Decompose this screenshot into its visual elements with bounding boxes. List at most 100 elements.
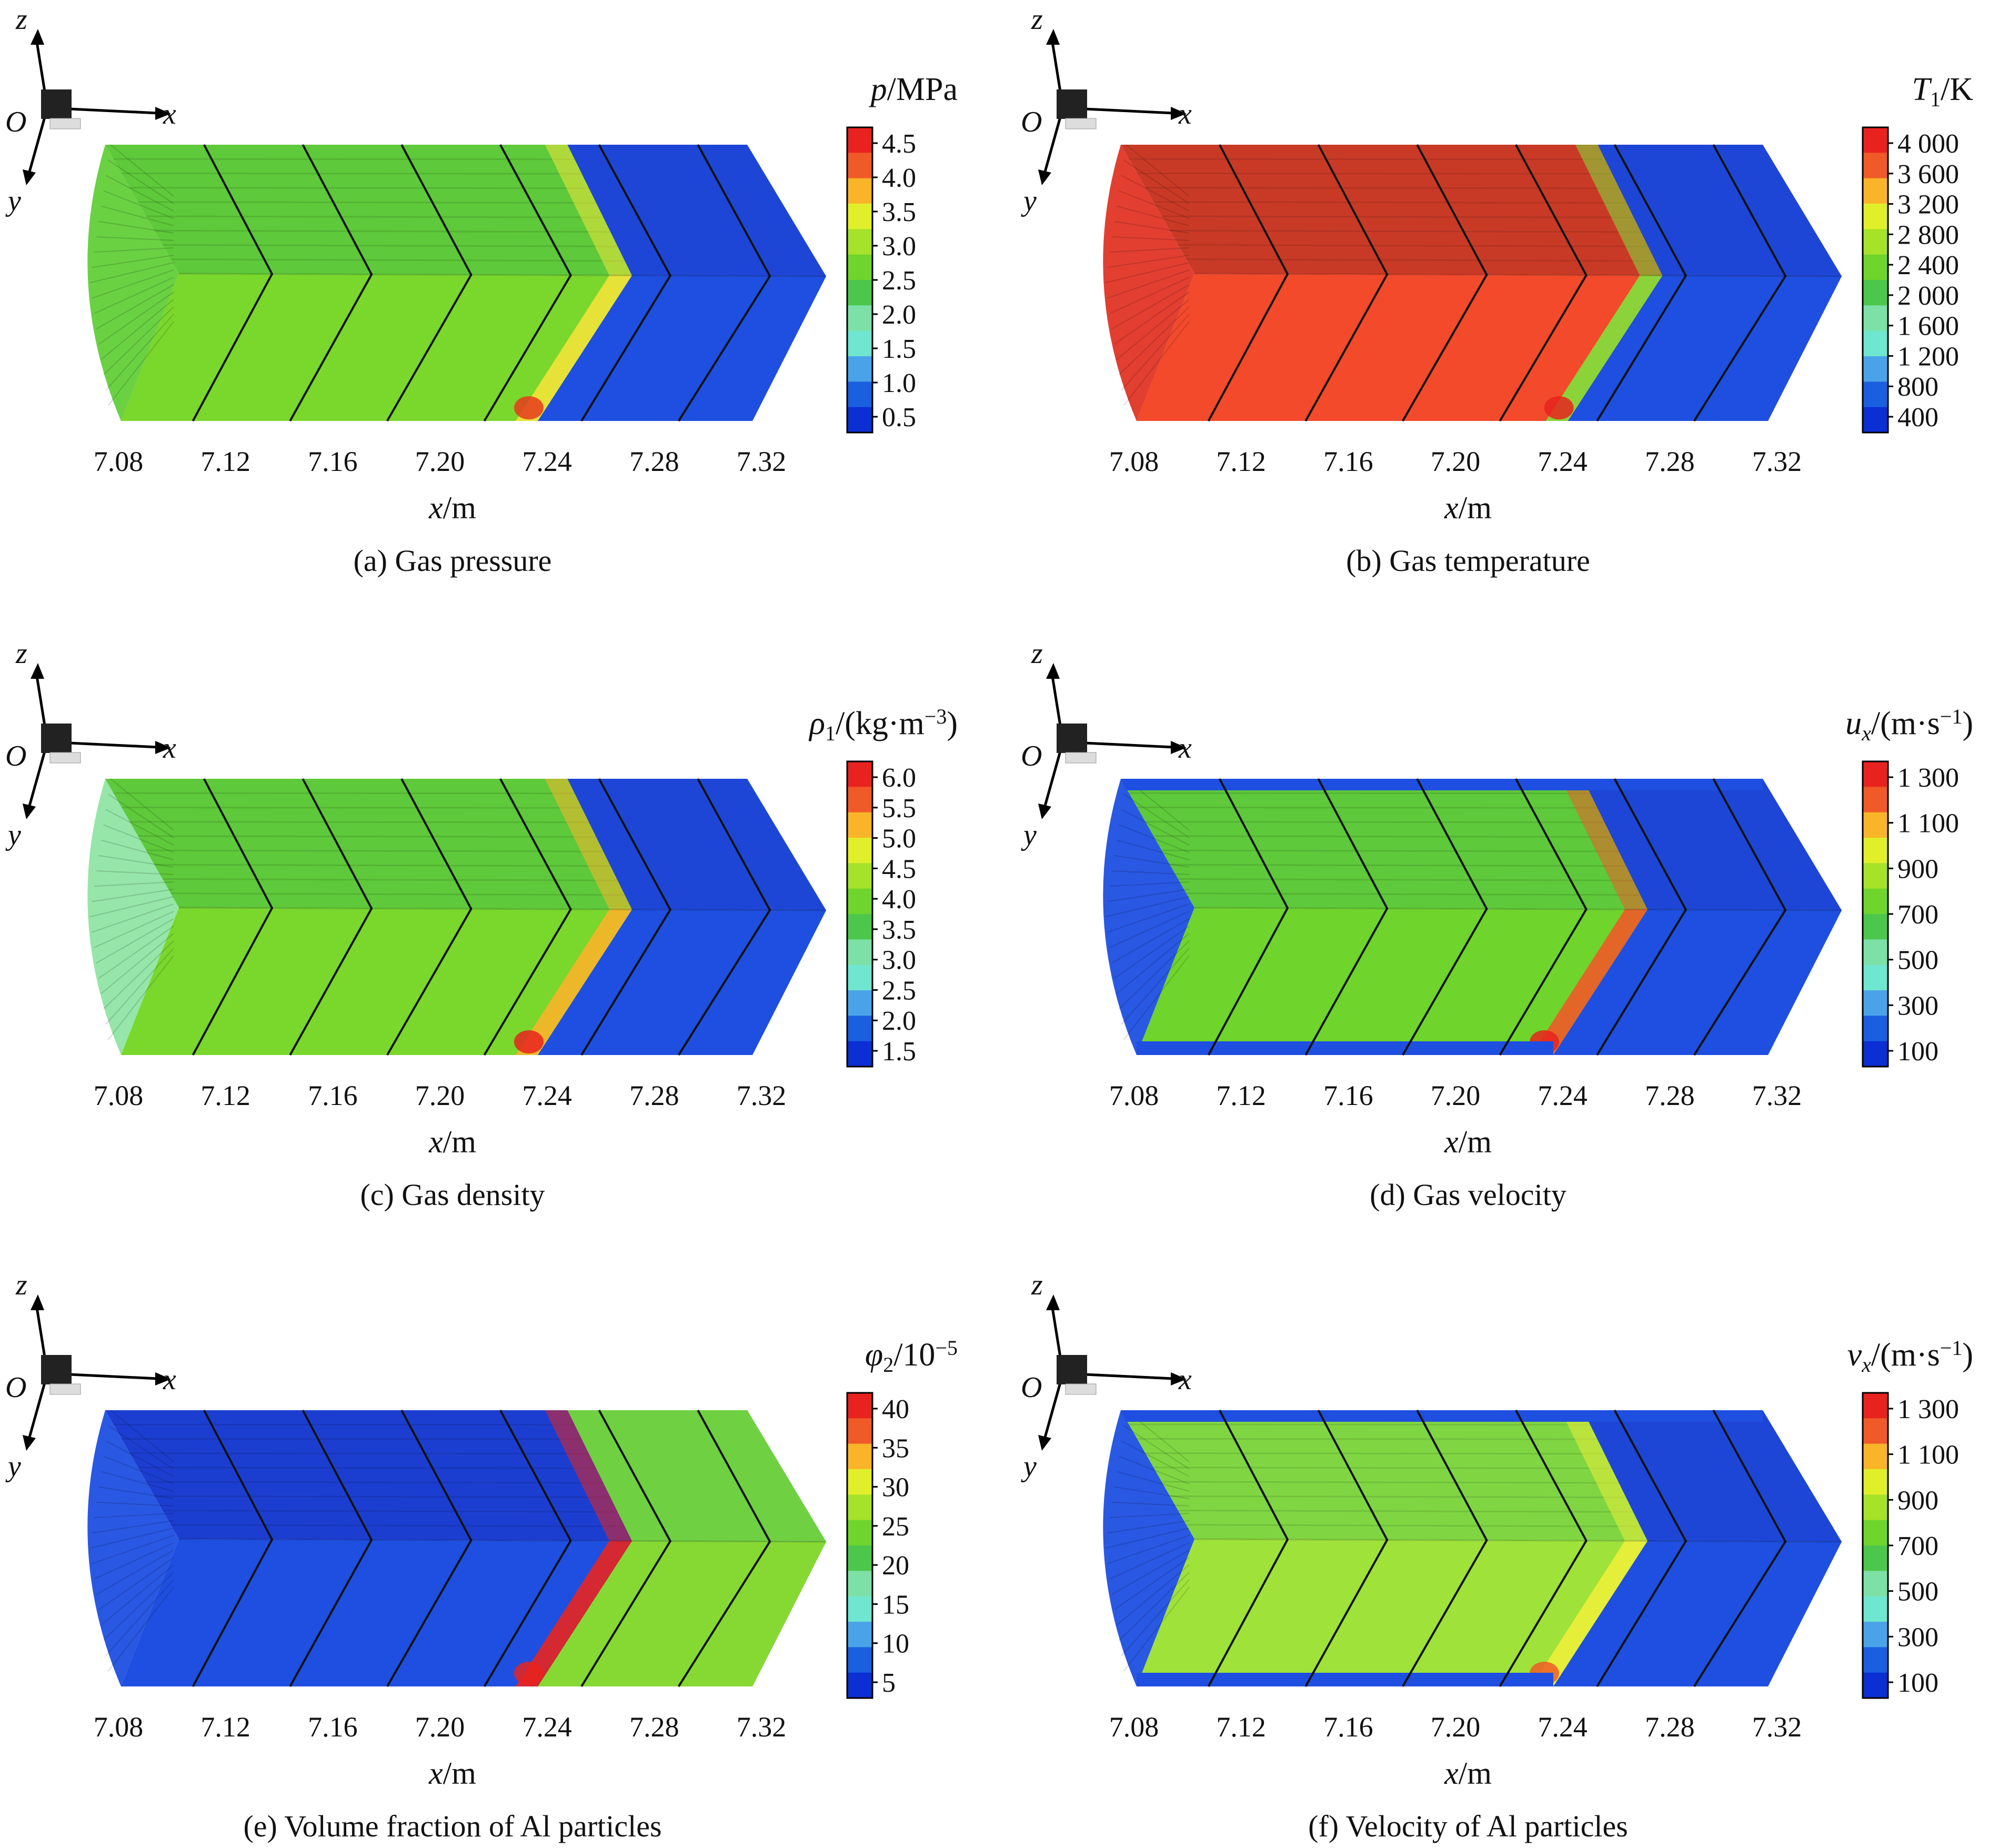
left-face-hatch xyxy=(101,839,174,860)
left-face-hatch xyxy=(89,262,174,284)
triad-origin-label: O xyxy=(5,740,26,772)
shock-band-top xyxy=(545,1410,632,1541)
triad-x-label: x xyxy=(163,1363,176,1396)
panel-f: z x y O 7.08 7.12 7.16 7.20 7.24 7.28 7.32 x/m (f) V… xyxy=(1021,1269,1973,1843)
left-face-hatch xyxy=(96,1502,174,1506)
legend-tick-label: 4.0 xyxy=(882,163,916,193)
legend-swatch xyxy=(1863,939,1888,966)
legend-tick-label: 1 300 xyxy=(1897,1394,1959,1424)
shock-band-top xyxy=(1560,779,1648,910)
downstream-top xyxy=(1598,145,1842,276)
legend-swatch xyxy=(847,838,872,864)
left-face-hatch xyxy=(98,220,174,234)
left-face-hatch xyxy=(1109,911,1190,948)
left-face-hatch xyxy=(94,911,174,948)
triad-y-label: y xyxy=(1021,819,1037,851)
legend-tick-label: 300 xyxy=(1897,1622,1938,1652)
x-tick-label: 7.08 xyxy=(1109,446,1159,477)
block-divider xyxy=(289,1410,373,1687)
left-face-hatch xyxy=(96,284,174,329)
legend-tick-label: 100 xyxy=(1897,1037,1938,1067)
legend-tick-label: 2 000 xyxy=(1897,281,1959,311)
left-face-hatch xyxy=(101,933,174,995)
downstream-front xyxy=(538,1541,826,1686)
downstream-top xyxy=(567,1410,826,1542)
block-divider xyxy=(1207,144,1289,421)
x-tick-label: 7.16 xyxy=(1323,1711,1373,1743)
left-face-hatch xyxy=(105,1440,174,1477)
left-face-hatch xyxy=(1116,933,1190,995)
left-face-hatch xyxy=(1104,262,1190,284)
left-face-hatch xyxy=(1114,926,1190,979)
panel-d: z x y O 7.08 7.12 7.16 7.20 7.24 7.28 7.32 x/m (d) G… xyxy=(1021,637,1973,1212)
x-tick-label: 7.20 xyxy=(1431,446,1481,477)
legend-swatch xyxy=(847,280,872,306)
left-face-hatch xyxy=(1114,1557,1190,1610)
x-tick-label: 7.16 xyxy=(1323,1080,1373,1111)
legend-swatch xyxy=(1863,838,1888,864)
triad-cube xyxy=(1057,89,1087,119)
left-face-hatch xyxy=(1114,292,1190,345)
triad-cube-shadow xyxy=(1065,1383,1097,1395)
box-edge xyxy=(1194,1538,1842,1543)
legend-tick-label: 40 xyxy=(882,1394,909,1424)
triad-cube-shadow xyxy=(49,118,81,129)
legend-tick-label: 2 800 xyxy=(1897,220,1959,250)
legend-swatch xyxy=(847,153,872,179)
x-tick-label: 7.20 xyxy=(415,446,465,477)
triad-z-label: z xyxy=(1031,3,1043,36)
shock-band-front xyxy=(516,909,632,1055)
legend-swatch xyxy=(1863,330,1888,357)
x-tick-label: 7.28 xyxy=(629,1711,679,1743)
left-face-hatch xyxy=(1107,1535,1190,1564)
x-tick-label: 7.12 xyxy=(200,1080,250,1111)
left-face-hatch xyxy=(94,1513,174,1519)
box-edge xyxy=(1194,273,1842,277)
legend-title: vx/(m·s−1) xyxy=(1847,1336,1973,1377)
left-face-hatch xyxy=(105,948,174,1025)
z-axis-arrow xyxy=(1046,29,1060,45)
left-face-hatch xyxy=(1119,1455,1190,1484)
legend-swatch xyxy=(1863,761,1888,788)
x-tick-label: 7.32 xyxy=(737,1711,787,1743)
triad-origin-label: O xyxy=(1021,106,1042,138)
legend-swatch xyxy=(1863,1545,1888,1572)
legend-swatch xyxy=(847,1622,872,1648)
shock-band-front xyxy=(516,1541,632,1686)
legend-swatch xyxy=(1863,127,1888,154)
triad-cube xyxy=(1057,1355,1087,1384)
left-face-hatch xyxy=(92,903,174,933)
legend-swatch xyxy=(1863,1622,1888,1648)
block-divider xyxy=(677,778,771,1056)
panel-caption: (b) Gas temperature xyxy=(1346,544,1590,578)
legend-swatch xyxy=(847,1647,872,1673)
x-tick-label: 7.16 xyxy=(308,1711,358,1743)
left-face-hatch xyxy=(1118,940,1190,1010)
left-face-hatch xyxy=(89,1528,174,1549)
left-face-hatch xyxy=(96,1550,174,1595)
legend-swatch xyxy=(847,888,872,915)
x-tick-label: 7.20 xyxy=(415,1080,465,1111)
legend-swatch xyxy=(847,254,872,280)
left-face-hatch xyxy=(1112,236,1190,241)
legend-swatch xyxy=(847,1393,872,1419)
legend-swatch xyxy=(847,407,872,433)
legend-tick-label: 2.0 xyxy=(882,300,916,330)
legend-tick-label: 900 xyxy=(1897,854,1938,884)
left-face-hatch xyxy=(1116,839,1190,860)
triad-cube xyxy=(1057,724,1087,753)
left-face-hatch xyxy=(1111,918,1190,963)
z-axis-arrow xyxy=(31,1294,44,1310)
legend-swatch xyxy=(847,1672,872,1699)
legend-swatch xyxy=(1863,965,1888,991)
legend-tick-label: 1 200 xyxy=(1897,342,1959,371)
legend-tick-label: 4.5 xyxy=(882,129,916,159)
left-face-hatch xyxy=(1107,1520,1190,1534)
legend-swatch xyxy=(1863,1647,1888,1673)
x-axis-arrow xyxy=(1171,107,1187,120)
left-face-hatch xyxy=(98,1486,174,1499)
legend-swatch xyxy=(1863,407,1888,433)
legend-tick-label: 4 000 xyxy=(1897,129,1959,159)
hot-spot xyxy=(1544,396,1574,419)
